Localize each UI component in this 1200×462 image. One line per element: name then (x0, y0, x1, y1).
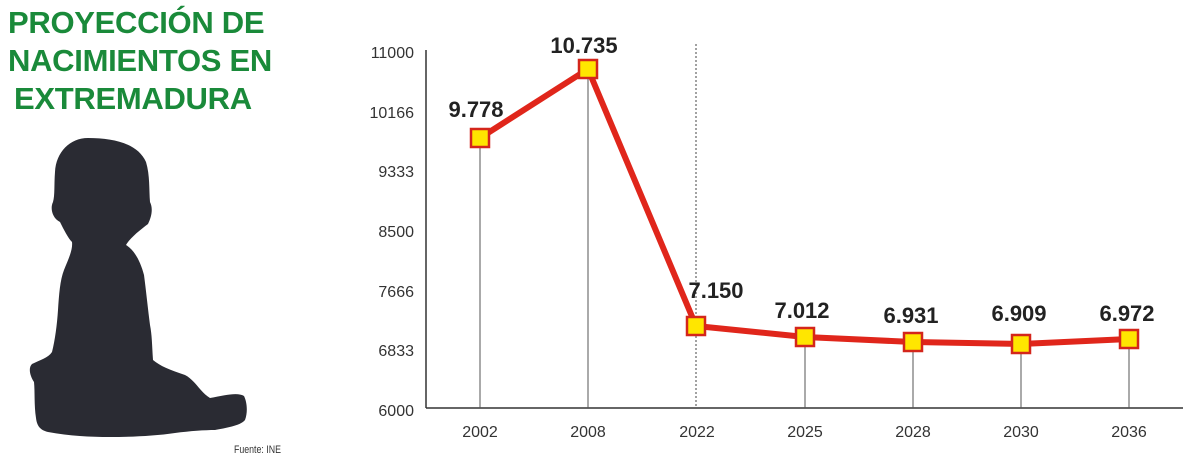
y-tick: 10166 (370, 105, 415, 122)
x-tick: 2036 (1111, 424, 1147, 441)
title-line-3: EXTREMADURA (14, 81, 252, 116)
y-tick: 8500 (378, 224, 414, 241)
y-tick: 11000 (371, 45, 414, 62)
chart-title: PROYECCIÓN DE NACIMIENTOS EN EXTREMADURA (8, 4, 328, 118)
x-tick: 2022 (679, 424, 715, 441)
x-tick: 2030 (1003, 424, 1039, 441)
data-label: 7.012 (774, 298, 829, 323)
data-label: 6.909 (991, 301, 1046, 326)
source-note: Fuente: INE (234, 444, 281, 456)
baby-silhouette-icon (29, 138, 247, 437)
marker-2008 (577, 58, 599, 80)
data-label: 9.778 (448, 97, 503, 122)
y-tick-labels: 11000 10166 9333 8500 7666 6833 6000 (370, 45, 415, 420)
x-tick: 2002 (462, 424, 498, 441)
x-tick-labels: 2002 2008 2022 2025 2028 2030 2036 (462, 424, 1147, 441)
data-label: 6.931 (883, 303, 938, 328)
x-tick: 2028 (895, 424, 931, 441)
data-label: 7.150 (688, 278, 743, 303)
y-tick: 9333 (378, 164, 414, 181)
marker-2030 (1010, 333, 1032, 355)
x-tick: 2008 (570, 424, 606, 441)
marker-2002 (469, 127, 491, 149)
marker-2036 (1118, 328, 1140, 350)
y-tick: 6000 (378, 403, 414, 420)
title-line-1: PROYECCIÓN DE (8, 5, 265, 40)
title-line-2: NACIMIENTOS EN (8, 43, 272, 78)
data-label: 6.972 (1099, 301, 1154, 326)
x-tick: 2025 (787, 424, 823, 441)
data-labels: 9.778 10.735 7.150 7.012 6.931 6.909 6.9… (448, 33, 1154, 328)
y-tick: 7666 (378, 284, 414, 301)
markers (469, 58, 1140, 355)
drop-lines (479, 69, 1130, 408)
y-tick: 6833 (378, 343, 414, 360)
data-label: 10.735 (550, 33, 617, 58)
marker-2028 (902, 331, 924, 353)
marker-2025 (794, 326, 816, 348)
marker-2022 (685, 315, 707, 337)
